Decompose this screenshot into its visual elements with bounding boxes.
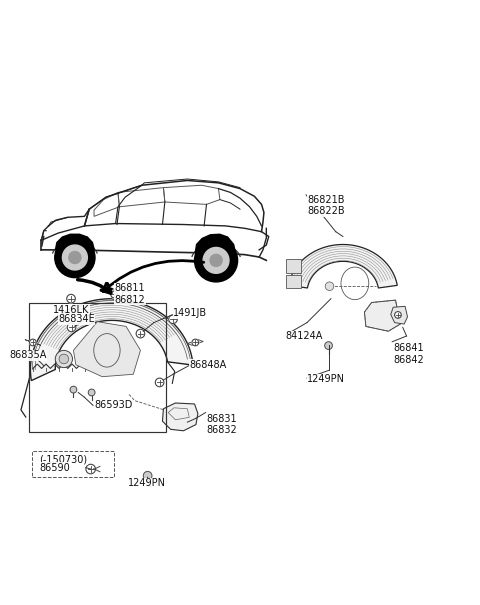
Circle shape bbox=[67, 323, 76, 332]
Circle shape bbox=[156, 378, 164, 387]
Circle shape bbox=[192, 339, 199, 346]
Circle shape bbox=[55, 350, 72, 368]
Circle shape bbox=[59, 354, 69, 364]
Circle shape bbox=[395, 312, 401, 318]
Polygon shape bbox=[162, 403, 198, 431]
FancyBboxPatch shape bbox=[287, 260, 301, 273]
Circle shape bbox=[30, 339, 36, 346]
Text: 86841
86842: 86841 86842 bbox=[393, 343, 424, 365]
Text: 86834E: 86834E bbox=[58, 314, 95, 324]
FancyBboxPatch shape bbox=[287, 275, 301, 288]
Circle shape bbox=[55, 237, 95, 278]
Circle shape bbox=[67, 295, 75, 303]
Text: 86848A: 86848A bbox=[190, 360, 227, 370]
Text: 86811
86812: 86811 86812 bbox=[115, 283, 145, 305]
Text: 84124A: 84124A bbox=[286, 331, 323, 341]
Polygon shape bbox=[391, 306, 408, 324]
Text: 1249PN: 1249PN bbox=[307, 374, 345, 384]
Circle shape bbox=[325, 282, 334, 290]
Circle shape bbox=[122, 291, 131, 299]
Text: 86835A: 86835A bbox=[9, 350, 47, 360]
Circle shape bbox=[136, 329, 145, 338]
Polygon shape bbox=[73, 322, 141, 377]
Circle shape bbox=[86, 464, 96, 474]
Circle shape bbox=[69, 252, 81, 264]
Text: 1249PN: 1249PN bbox=[128, 479, 166, 488]
Circle shape bbox=[62, 245, 87, 270]
Polygon shape bbox=[364, 300, 400, 331]
Polygon shape bbox=[112, 289, 117, 301]
Text: 1491JB: 1491JB bbox=[173, 308, 207, 318]
Text: 86821B
86822B: 86821B 86822B bbox=[307, 195, 345, 217]
Polygon shape bbox=[194, 234, 236, 253]
Circle shape bbox=[70, 386, 77, 393]
Text: 86593D: 86593D bbox=[94, 401, 132, 410]
Polygon shape bbox=[25, 339, 41, 345]
Polygon shape bbox=[30, 299, 193, 381]
Circle shape bbox=[203, 247, 229, 273]
Circle shape bbox=[88, 389, 95, 396]
Text: (-150730): (-150730) bbox=[39, 454, 87, 465]
Polygon shape bbox=[187, 339, 204, 345]
Polygon shape bbox=[288, 244, 397, 288]
Circle shape bbox=[111, 291, 118, 298]
Text: 1416LK: 1416LK bbox=[53, 305, 90, 315]
Text: 86590: 86590 bbox=[39, 463, 70, 473]
Text: 86831
86832: 86831 86832 bbox=[206, 414, 237, 435]
Circle shape bbox=[324, 342, 332, 350]
Polygon shape bbox=[55, 234, 95, 250]
Circle shape bbox=[194, 239, 238, 282]
Circle shape bbox=[168, 315, 177, 324]
Circle shape bbox=[210, 254, 222, 266]
Circle shape bbox=[144, 471, 152, 480]
